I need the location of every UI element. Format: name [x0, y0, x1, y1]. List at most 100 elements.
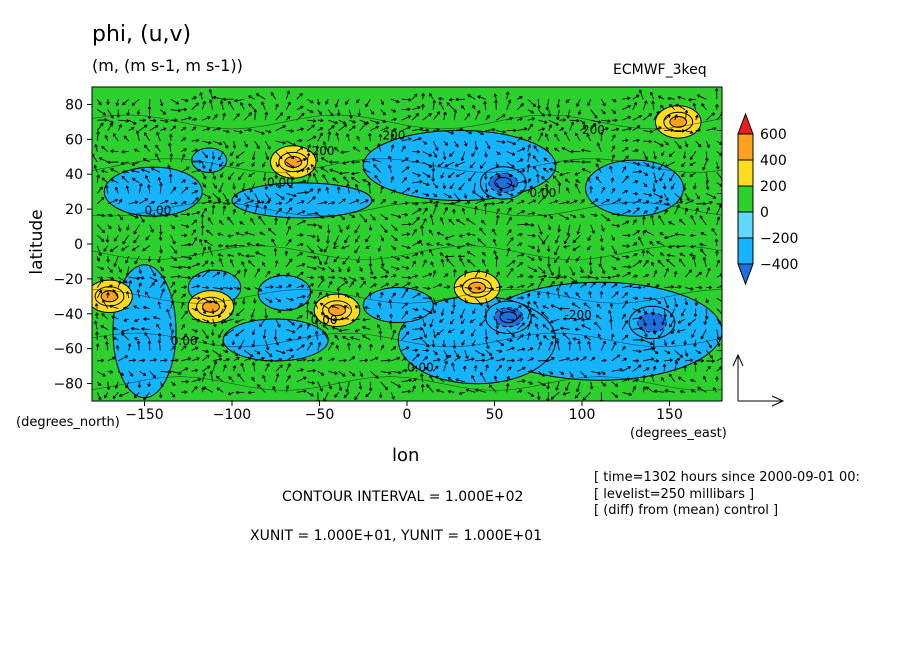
wind-vector-head: [378, 133, 383, 138]
wind-vector-head: [159, 102, 164, 107]
wind-vector-head: [508, 216, 512, 221]
wind-vector: [365, 235, 371, 243]
wind-vector-head: [456, 245, 461, 249]
wind-vector-head: [452, 208, 456, 212]
wind-vector-head: [499, 187, 503, 192]
wind-vector-head: [419, 127, 424, 131]
wind-vector-head: [156, 131, 160, 136]
time-note: [ time=1302 hours since 2000-09-01 00:: [594, 470, 860, 485]
wind-vector-head: [484, 189, 489, 193]
wind-vector: [201, 182, 207, 188]
wind-vector: [401, 245, 411, 249]
wind-vector: [233, 287, 241, 290]
wind-vector-head: [552, 175, 557, 179]
wind-vector: [96, 122, 104, 131]
wind-vector-head: [495, 331, 499, 335]
wind-vector: [333, 235, 340, 246]
wind-vector-head: [535, 173, 540, 177]
wind-vector: [307, 109, 314, 113]
wind-vector: [285, 198, 293, 205]
wind-vector-head: [657, 95, 662, 99]
wind-vector: [590, 370, 601, 375]
wind-vector-head: [574, 395, 579, 399]
wind-vector: [477, 238, 487, 247]
wind-vector-head: [397, 214, 402, 219]
wind-vector-head: [594, 213, 598, 218]
wind-vector-head: [435, 147, 439, 151]
wind-vector-head: [560, 326, 564, 331]
wind-vector-head: [663, 314, 667, 318]
wind-vector: [548, 266, 554, 276]
wind-vector: [212, 201, 222, 205]
wind-vector-head: [159, 231, 163, 235]
wind-vector: [684, 297, 688, 306]
wind-vector: [674, 233, 686, 236]
wind-vector: [107, 123, 113, 131]
wind-vector-head: [521, 147, 526, 151]
wind-vector-head: [207, 217, 212, 221]
wind-vector: [327, 341, 334, 351]
wind-vector-head: [681, 173, 685, 178]
wind-vector: [459, 391, 465, 395]
wind-vector-head: [539, 132, 544, 136]
wind-vector: [622, 255, 630, 258]
wind-vector: [716, 357, 722, 362]
wind-vector-head: [689, 156, 694, 161]
wind-vector-head: [378, 302, 382, 306]
wind-vector-head: [459, 315, 464, 319]
wind-vector-head: [382, 119, 387, 123]
wind-vector: [496, 201, 504, 205]
wind-vector: [411, 217, 420, 226]
wind-vector: [685, 287, 694, 290]
y-tick-label: 80: [65, 97, 83, 113]
wind-vector: [506, 237, 514, 247]
wind-vector-head: [676, 204, 680, 208]
wind-vector: [563, 245, 570, 248]
wind-vector-head: [299, 302, 303, 307]
wind-vector-head: [261, 131, 265, 135]
wind-vector: [256, 93, 266, 100]
wind-vector-head: [428, 272, 433, 277]
wind-vector: [569, 371, 574, 378]
wind-vector: [101, 170, 108, 173]
wind-vector: [569, 213, 577, 218]
wind-vector-head: [218, 334, 222, 338]
wind-vector: [107, 356, 116, 362]
wind-vector-head: [119, 199, 123, 203]
contour-value-label: -200: [565, 308, 592, 322]
wind-vector-head: [169, 133, 173, 138]
wind-vector-head: [577, 111, 582, 116]
wind-vector: [212, 151, 215, 160]
wind-vector-head: [616, 223, 621, 228]
wind-vector: [658, 161, 665, 171]
wind-vector: [97, 109, 106, 116]
wind-vector-head: [573, 317, 577, 322]
wind-vector-head: [303, 157, 307, 162]
wind-vector-head: [314, 152, 319, 156]
wind-vector: [220, 100, 224, 110]
wind-vector: [580, 126, 587, 131]
wind-vector-head: [335, 132, 339, 136]
wind-vector-head: [131, 162, 135, 166]
wind-vector-head: [706, 206, 711, 211]
wind-vector: [216, 375, 224, 383]
wind-vector: [702, 161, 707, 171]
wind-vector-head: [225, 198, 229, 203]
wind-vector: [632, 386, 636, 393]
wind-vector-head: [467, 94, 471, 98]
wind-vector: [697, 94, 707, 100]
wind-vector: [118, 276, 128, 284]
wind-vector-head: [575, 258, 579, 262]
wind-vector: [362, 326, 371, 330]
wind-vector-head: [133, 239, 137, 244]
wind-vector-head: [101, 145, 105, 150]
wind-vector: [572, 245, 581, 251]
wind-vector-head: [336, 112, 341, 116]
wind-vector: [144, 144, 151, 152]
wind-vector: [471, 151, 476, 157]
wind-vector-head: [186, 166, 190, 170]
wind-vector-head: [99, 279, 104, 283]
wind-vector-head: [677, 320, 682, 324]
wind-vector-head: [306, 323, 311, 327]
wind-vector-head: [255, 204, 259, 208]
